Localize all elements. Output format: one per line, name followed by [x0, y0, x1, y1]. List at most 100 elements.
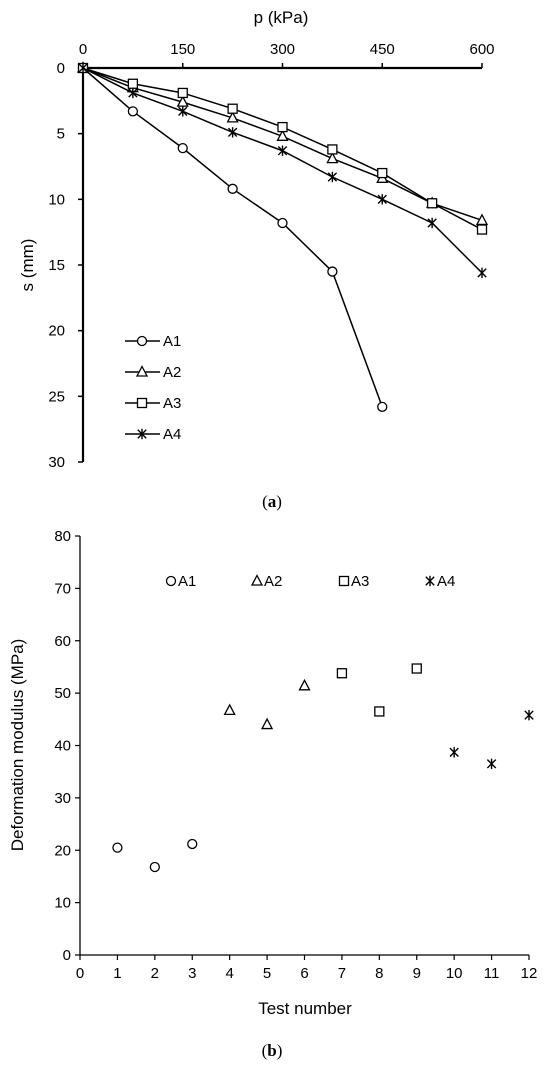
data-point-a1 [327, 266, 338, 277]
data-point-a2 [326, 151, 339, 164]
data-point-a2 [475, 213, 489, 225]
data-point-a3 [227, 103, 238, 114]
chart-b-series [112, 663, 534, 873]
chart-a-ytick-label: 25 [48, 388, 65, 405]
legend-marker-a2 [250, 574, 264, 586]
chart-b-xtick-label: 1 [113, 965, 121, 982]
legend-item-a4: A4 [425, 573, 455, 590]
data-point-a3 [177, 87, 188, 99]
legend-item-a2: A2 [125, 364, 181, 381]
chart-b-xtick-label: 11 [484, 965, 500, 982]
legend-marker-a1 [165, 575, 177, 587]
data-point-a3 [426, 198, 438, 209]
legend-item-a1: A1 [165, 573, 196, 590]
chart-b-ytick-label: 70 [54, 580, 71, 597]
chart-a-xtick-label: 0 [79, 41, 87, 58]
data-point-a3 [127, 78, 139, 89]
legend-marker-a4 [425, 575, 435, 587]
legend-marker-a4 [137, 428, 147, 440]
chart-a-xlabel: p (kPa) [254, 8, 309, 27]
chart-a-xtick-label: 450 [370, 41, 395, 58]
legend-item-a3: A3 [338, 573, 369, 590]
chart-b: Test number Deformation modulus (MPa) 0 1… [8, 528, 537, 1060]
legend-item-a1: A1 [125, 333, 181, 350]
chart-b-ytick-label: 60 [54, 633, 71, 650]
chart-b-xtick-label: 10 [446, 965, 463, 982]
data-point-a3 [327, 144, 338, 155]
chart-b-ytick-label: 30 [54, 790, 71, 807]
chart-a: p (kPa) s (mm) 0 150 300 450 600 0 5 10 15 20 25 30… [18, 8, 495, 511]
legend-marker-a3 [338, 575, 350, 587]
legend-label: A2 [264, 573, 282, 590]
chart-a-ytick-label: 20 [48, 323, 65, 340]
legend-marker-a1 [136, 335, 148, 347]
data-point-a4 [327, 171, 338, 183]
chart-b-ytick-label: 50 [54, 685, 71, 702]
chart-a-series [76, 61, 489, 412]
chart-b-xtick-label: 8 [375, 965, 383, 982]
data-point-a3 [374, 706, 385, 717]
chart-b-ytick-label: 10 [54, 895, 71, 912]
data-point-a2 [226, 111, 239, 123]
chart-b-caption: (b) [262, 1041, 283, 1060]
chart-a-axes: 0 150 300 450 600 0 5 10 15 20 25 30 [48, 41, 494, 471]
data-point-a4 [486, 758, 497, 770]
chart-b-xtick-label: 9 [413, 965, 421, 982]
data-point-a3 [476, 224, 488, 235]
legend-label: A1 [178, 573, 196, 590]
chart-b-ytick-label: 40 [54, 738, 71, 755]
legend-item-a3: A3 [125, 395, 181, 412]
data-point-a4 [78, 62, 88, 74]
chart-b-ytick-label: 0 [63, 947, 71, 964]
data-point-a4 [178, 106, 188, 117]
chart-b-xlabel: Test number [258, 999, 352, 1018]
chart-b-xtick-label: 7 [338, 965, 346, 982]
legend-marker-a2 [135, 365, 149, 377]
chart-a-ytick-label: 30 [48, 454, 65, 471]
data-point-a3 [377, 167, 388, 179]
legend-label: A3 [351, 573, 369, 590]
data-point-a1 [187, 838, 198, 850]
chart-a-ytick-label: 5 [57, 126, 65, 143]
data-point-a1 [177, 142, 188, 154]
series-a4 [78, 62, 487, 279]
chart-b-legend: A1 A2 A3 A4 [165, 573, 455, 590]
data-point-a1 [377, 401, 388, 412]
data-point-a4 [377, 194, 387, 205]
chart-b-ylabel: Deformation modulus (MPa) [8, 639, 27, 852]
data-point-a4 [277, 145, 288, 156]
chart-b-xtick-label: 0 [76, 965, 84, 982]
data-point-a1 [227, 183, 238, 194]
legend-marker-a3 [136, 397, 148, 409]
chart-b-xtick-label: 3 [188, 965, 196, 982]
data-point-a4 [449, 747, 459, 758]
chart-a-caption: (a) [262, 492, 282, 511]
data-point-a1 [277, 217, 288, 229]
chart-a-ytick-label: 0 [57, 60, 65, 77]
chart-a-ytick-label: 15 [48, 257, 65, 274]
data-point-a3 [277, 121, 288, 133]
series-a2 [223, 678, 311, 730]
chart-a-ytick-label: 10 [48, 191, 65, 208]
chart-b-xtick-label: 6 [300, 965, 308, 982]
legend-label: A2 [163, 364, 181, 381]
chart-b-ytick-label: 20 [54, 842, 71, 859]
series-a3 [336, 663, 422, 717]
data-point-a2 [223, 703, 236, 716]
data-point-a4 [427, 217, 437, 229]
chart-b-ytick-label: 80 [54, 528, 71, 545]
data-point-a2 [298, 678, 311, 691]
series-line-a4 [82, 67, 483, 274]
data-point-a4 [477, 267, 487, 279]
data-point-a1 [127, 106, 139, 117]
chart-b-xtick-label: 12 [521, 965, 538, 982]
chart-a-legend: A1 A2 A3 A4 [125, 333, 181, 443]
data-point-a4 [524, 709, 534, 721]
legend-item-a2: A2 [250, 573, 282, 590]
chart-a-xtick-label: 600 [469, 41, 494, 58]
data-point-a4 [128, 87, 138, 99]
chart-a-xtick-label: 300 [270, 41, 295, 58]
data-point-a1 [112, 842, 123, 853]
